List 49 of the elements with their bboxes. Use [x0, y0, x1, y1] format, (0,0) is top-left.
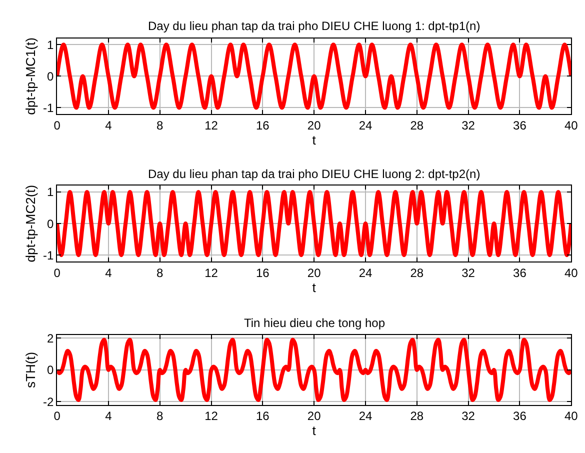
y-tick-label: 0 — [46, 216, 54, 231]
x-tick-label: 28 — [410, 409, 424, 424]
x-axis-title: t — [312, 132, 316, 148]
x-tick-label: 16 — [256, 266, 270, 280]
x-axis-title: t — [312, 280, 316, 295]
chart-title: Day du lieu phan tap da trai pho DIEU CHE luong 2: dpt-tp2(n) — [148, 167, 480, 181]
y-tick-label: 1 — [46, 185, 54, 200]
y-axis-title: dpt-tp-MC2(t) — [22, 184, 38, 262]
x-tick-label: 24 — [358, 118, 372, 132]
x-tick-label: 4 — [105, 409, 112, 424]
y-axis-title: sTH(t) — [22, 352, 38, 388]
x-tick-label: 24 — [358, 266, 372, 280]
x-tick-label: 36 — [513, 266, 527, 280]
y-tick-label: 0 — [46, 69, 54, 84]
x-tick-label: 12 — [204, 266, 218, 280]
x-tick-label: 8 — [156, 409, 164, 424]
x-tick-label: 16 — [256, 118, 270, 132]
x-tick-label: 28 — [410, 266, 424, 280]
x-tick-label: 36 — [513, 409, 527, 424]
x-tick-label: 16 — [256, 409, 270, 424]
y-axis-title: dpt-tp-MC1(t) — [22, 38, 38, 115]
x-tick-label: 32 — [462, 118, 476, 132]
y-tick-label: 1 — [46, 38, 54, 52]
x-tick-label: 40 — [564, 266, 578, 280]
x-tick-label: 12 — [204, 118, 218, 132]
chart-title: Tin hieu dieu che tong hop — [244, 316, 386, 330]
x-tick-label: 8 — [156, 118, 164, 132]
x-tick-label: 20 — [307, 409, 322, 424]
x-tick-label: 4 — [105, 266, 112, 280]
chart-title: Day du lieu phan tap da trai pho DIEU CHE luong 1: dpt-tp1(n) — [148, 19, 480, 33]
x-tick-label: 24 — [358, 409, 372, 424]
x-tick-label: 12 — [204, 409, 218, 424]
x-tick-label: 32 — [462, 409, 476, 424]
x-tick-label: 4 — [105, 118, 112, 132]
x-axis-title: t — [312, 423, 316, 438]
x-tick-label: 40 — [564, 118, 578, 132]
x-tick-label: 32 — [462, 266, 476, 280]
x-tick-label: 40 — [564, 409, 578, 424]
x-tick-label: 20 — [307, 118, 322, 132]
x-tick-label: 36 — [513, 118, 527, 132]
x-tick-label: 8 — [156, 266, 164, 280]
line-series — [57, 338, 572, 402]
y-tick-label: -2 — [42, 394, 54, 409]
y-tick-label: 2 — [46, 331, 54, 346]
x-tick-label: 20 — [307, 266, 322, 280]
x-tick-label: 28 — [410, 118, 424, 132]
y-tick-label: -1 — [42, 100, 54, 115]
y-tick-label: 0 — [46, 363, 54, 378]
y-tick-label: -1 — [42, 248, 54, 262]
